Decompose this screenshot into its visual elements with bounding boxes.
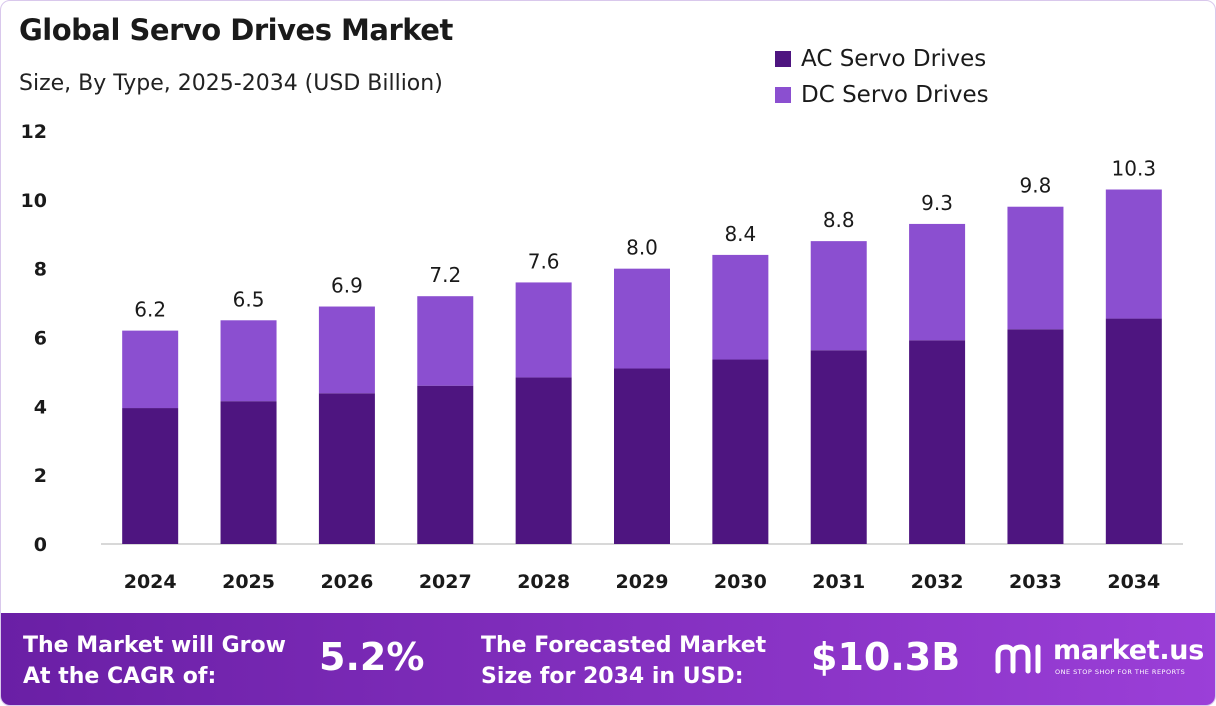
- bar-ac-servo-drives: [810, 350, 867, 544]
- bar-dc-servo-drives: [515, 282, 572, 378]
- bar-dc-servo-drives: [122, 330, 179, 409]
- x-tick-label: 2029: [616, 571, 669, 593]
- market-us-logo-icon: [995, 644, 1041, 674]
- brand-name: market.us: [1053, 635, 1204, 666]
- summary-banner: The Market will Grow At the CAGR of: 5.2…: [1, 613, 1215, 705]
- legend-item-ac: AC Servo Drives: [775, 41, 989, 77]
- bar-dc-servo-drives: [614, 268, 670, 369]
- bar-ac-servo-drives: [318, 393, 375, 544]
- bar-total-label: 8.0: [626, 236, 658, 260]
- bar-ac-servo-drives: [614, 368, 670, 544]
- bar-dc-servo-drives: [810, 241, 867, 351]
- y-tick-label: 6: [34, 328, 47, 350]
- y-tick-label: 12: [21, 121, 47, 143]
- x-tick-label: 2024: [124, 571, 177, 593]
- bar-ac-servo-drives: [417, 385, 474, 544]
- bar-total-label: 7.6: [528, 249, 560, 273]
- x-tick-label: 2030: [714, 571, 767, 593]
- bar-total-label: 6.2: [134, 298, 166, 322]
- legend-label-dc: DC Servo Drives: [801, 82, 989, 108]
- cagr-value: 5.2%: [319, 635, 425, 679]
- bar-dc-servo-drives: [1007, 206, 1064, 330]
- bar-ac-servo-drives: [122, 408, 179, 544]
- legend-item-dc: DC Servo Drives: [775, 77, 989, 113]
- x-tick-label: 2031: [812, 571, 865, 593]
- y-tick-label: 2: [34, 465, 47, 487]
- bar-ac-servo-drives: [909, 340, 966, 544]
- x-tick-label: 2025: [222, 571, 275, 593]
- bar-ac-servo-drives: [1105, 318, 1162, 544]
- legend-label-ac: AC Servo Drives: [801, 46, 987, 72]
- legend-swatch-ac: [775, 51, 791, 67]
- bar-total-label: 6.9: [331, 274, 363, 298]
- bar-total-label: 8.8: [823, 208, 855, 232]
- bar-ac-servo-drives: [515, 377, 572, 544]
- x-tick-label: 2026: [320, 571, 373, 593]
- y-tick-label: 10: [21, 190, 47, 212]
- bar-dc-servo-drives: [909, 223, 966, 341]
- bar-dc-servo-drives: [1105, 189, 1162, 319]
- y-tick-label: 0: [34, 534, 47, 556]
- brand-tagline: ONE STOP SHOP FOR THE REPORTS: [1055, 668, 1186, 676]
- bar-total-label: 7.2: [429, 263, 461, 287]
- y-tick-label: 4: [34, 396, 47, 418]
- bar-ac-servo-drives: [712, 359, 769, 544]
- y-tick-label: 8: [34, 259, 47, 281]
- x-tick-label: 2034: [1107, 571, 1160, 593]
- bar-total-label: 8.4: [724, 222, 756, 246]
- bar-total-label: 6.5: [233, 287, 265, 311]
- x-tick-label: 2032: [911, 571, 964, 593]
- x-tick-label: 2033: [1009, 571, 1062, 593]
- bar-total-label: 9.8: [1020, 174, 1052, 198]
- forecast-label: The Forecasted Market Size for 2034 in U…: [481, 633, 767, 689]
- legend: AC Servo Drives DC Servo Drives: [775, 41, 989, 113]
- bar-dc-servo-drives: [220, 320, 277, 402]
- bar-ac-servo-drives: [220, 401, 277, 544]
- bar-total-label: 9.3: [921, 191, 953, 215]
- x-tick-label: 2027: [419, 571, 472, 593]
- x-tick-label: 2028: [517, 571, 570, 593]
- bar-dc-servo-drives: [318, 306, 375, 394]
- bar-total-label: 10.3: [1112, 157, 1157, 181]
- chart-subtitle: Size, By Type, 2025-2034 (USD Billion): [19, 71, 443, 96]
- legend-swatch-dc: [775, 87, 791, 103]
- bar-chart: 0 2 4 6 8 10 12 6.2 2024 6.5 2025 6.9 2026 7.2 2027 7.6…: [21, 121, 1183, 593]
- bar-dc-servo-drives: [712, 254, 769, 360]
- bar-ac-servo-drives: [1007, 329, 1064, 544]
- cagr-label: The Market will Grow At the CAGR of:: [23, 633, 286, 689]
- bar-dc-servo-drives: [417, 296, 474, 386]
- chart-title: Global Servo Drives Market: [19, 13, 453, 47]
- forecast-value: $10.3B: [811, 635, 961, 679]
